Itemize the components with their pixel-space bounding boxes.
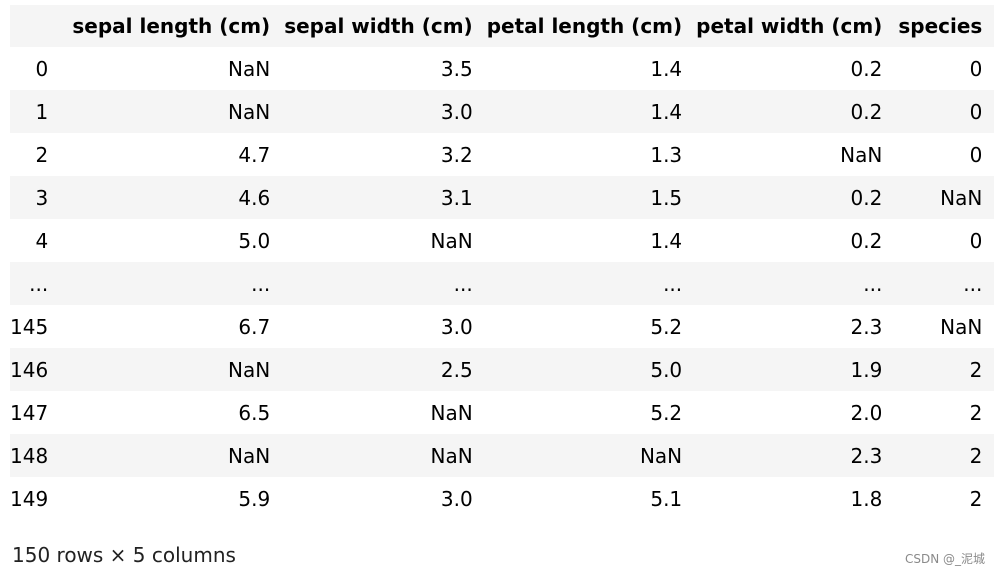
petal-length-cell: 1.4	[650, 99, 683, 124]
header-row: sepal length (cm) sepal width (cm) petal…	[10, 5, 995, 47]
index-cell: 147	[10, 400, 49, 425]
index-cell: 145	[10, 314, 49, 339]
petal-length-cell: 5.0	[650, 357, 683, 382]
species-cell: NaN	[940, 314, 983, 339]
sepal-width-cell: NaN	[430, 443, 473, 468]
index-cell: 2	[35, 142, 49, 167]
species-cell: ...	[963, 271, 983, 296]
index-cell: 4	[35, 228, 49, 253]
species-cell: 2	[969, 357, 983, 382]
sepal-length-cell: NaN	[228, 99, 271, 124]
sepal-width-cell: 3.5	[440, 56, 473, 81]
watermark: CSDN @_泥城	[904, 552, 985, 566]
species-cell: 2	[969, 443, 983, 468]
petal-length-cell: 5.2	[650, 400, 683, 425]
species-cell: 0	[969, 142, 983, 167]
sepal-width-cell: 3.1	[440, 185, 473, 210]
table-row: 2 4.7 3.2 1.3 NaN 0	[10, 133, 995, 176]
index-cell: 149	[10, 486, 49, 511]
index-cell: 3	[35, 185, 49, 210]
petal-length-cell: NaN	[639, 443, 683, 468]
sepal-length-cell: NaN	[228, 56, 271, 81]
table-row: 4 5.0 NaN 1.4 0.2 0	[10, 219, 995, 262]
sepal-width-cell: NaN	[430, 400, 473, 425]
sepal-length-cell: 5.9	[238, 486, 271, 511]
sepal-width-cell: 3.2	[440, 142, 473, 167]
sepal-length-cell: 6.7	[238, 314, 271, 339]
petal-width-cell: 0.2	[850, 228, 883, 253]
species-cell: 0	[969, 99, 983, 124]
petal-width-cell: 0.2	[850, 185, 883, 210]
sepal-length-cell: 5.0	[238, 228, 271, 253]
shape-summary: 150 rows × 5 columns	[12, 543, 236, 567]
sepal-length-cell: 4.6	[238, 185, 271, 210]
species-cell: 2	[969, 486, 983, 511]
table-row: 149 5.9 3.0 5.1 1.8 2	[10, 477, 995, 520]
table-row: 3 4.6 3.1 1.5 0.2 NaN	[10, 176, 995, 219]
petal-length-cell: 1.5	[650, 185, 683, 210]
petal-width-cell: 1.8	[850, 486, 883, 511]
sepal-length-cell: 4.7	[238, 142, 271, 167]
table-row: ..................	[10, 262, 995, 305]
table-row: 146 NaN 2.5 5.0 1.9 2	[10, 348, 995, 391]
header-sepal-length: sepal length (cm)	[72, 14, 271, 38]
table-row: 0 NaN 3.5 1.4 0.2 0	[10, 47, 995, 90]
dataframe-table: sepal length (cm) sepal width (cm) petal…	[10, 5, 995, 520]
index-cell: ...	[29, 271, 49, 296]
header-index	[10, 5, 60, 47]
header-species: species	[898, 14, 983, 38]
petal-length-cell: 1.4	[650, 228, 683, 253]
sepal-width-cell: 3.0	[440, 99, 473, 124]
petal-length-cell: 1.3	[650, 142, 683, 167]
petal-width-cell: ...	[863, 271, 883, 296]
index-cell: 148	[10, 443, 49, 468]
table-header: sepal length (cm) sepal width (cm) petal…	[10, 5, 995, 47]
petal-width-cell: 1.9	[850, 357, 883, 382]
petal-length-cell: 1.4	[650, 56, 683, 81]
table-body: 0 NaN 3.5 1.4 0.2 0 1 NaN 3.0 1.4 0.2 0 2 4.7 3.2 1.3 Na…	[10, 47, 995, 520]
index-cell: 0	[35, 56, 49, 81]
table-row: 1 NaN 3.0 1.4 0.2 0	[10, 90, 995, 133]
table-row: 148 NaN NaN NaN 2.3 2	[10, 434, 995, 477]
petal-width-cell: 2.3	[850, 314, 883, 339]
petal-length-cell: ...	[663, 271, 683, 296]
sepal-length-cell: 6.5	[238, 400, 271, 425]
species-cell: 0	[969, 56, 983, 81]
petal-width-cell: 0.2	[850, 56, 883, 81]
petal-length-cell: 5.1	[650, 486, 683, 511]
index-cell: 1	[35, 99, 49, 124]
petal-width-cell: 2.3	[850, 443, 883, 468]
species-cell: NaN	[940, 185, 983, 210]
petal-width-cell: 2.0	[850, 400, 883, 425]
sepal-width-cell: 2.5	[440, 357, 473, 382]
species-cell: 2	[969, 400, 983, 425]
petal-width-cell: NaN	[840, 142, 883, 167]
petal-length-cell: 5.2	[650, 314, 683, 339]
header-petal-width: petal width (cm)	[696, 14, 883, 38]
sepal-width-cell: 3.0	[440, 486, 473, 511]
sepal-length-cell: NaN	[228, 443, 271, 468]
sepal-length-cell: ...	[251, 271, 271, 296]
sepal-width-cell: NaN	[430, 228, 473, 253]
table-row: 145 6.7 3.0 5.2 2.3 NaN	[10, 305, 995, 348]
petal-width-cell: 0.2	[850, 99, 883, 124]
header-sepal-width: sepal width (cm)	[284, 14, 473, 38]
table-row: 147 6.5 NaN 5.2 2.0 2	[10, 391, 995, 434]
sepal-length-cell: NaN	[228, 357, 271, 382]
species-cell: 0	[969, 228, 983, 253]
index-cell: 146	[10, 357, 49, 382]
sepal-width-cell: 3.0	[440, 314, 473, 339]
header-petal-length: petal length (cm)	[486, 14, 683, 38]
sepal-width-cell: ...	[453, 271, 473, 296]
